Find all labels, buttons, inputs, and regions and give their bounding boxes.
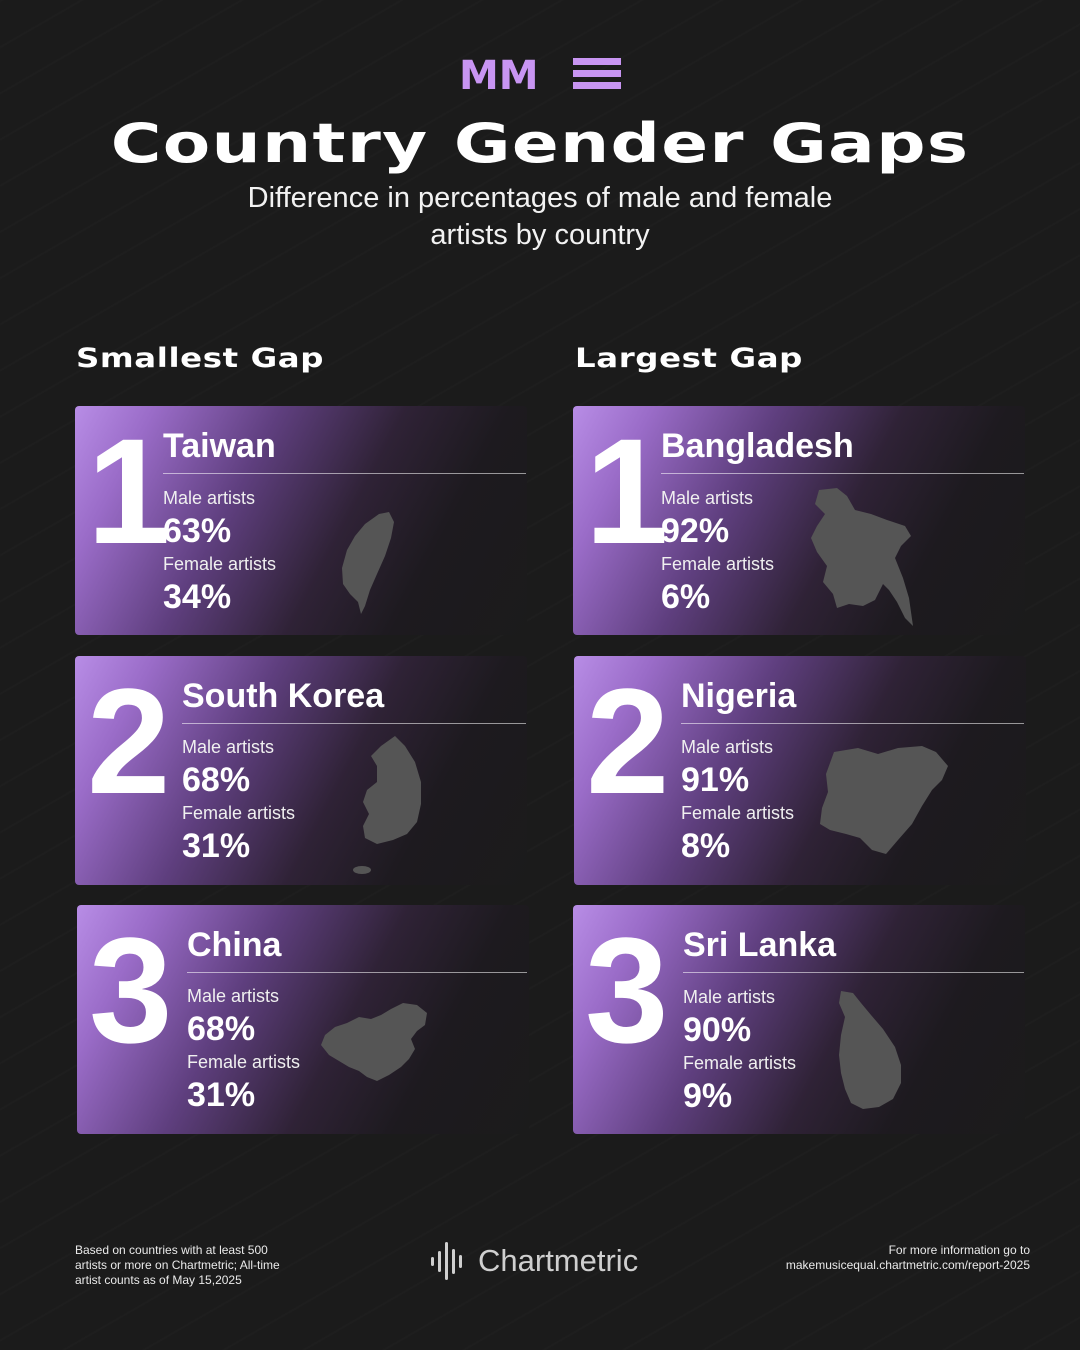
country-name: Nigeria <box>681 677 797 715</box>
male-label: Male artists <box>681 737 774 757</box>
bangladesh-map-icon <box>809 486 915 630</box>
male-value: 68% <box>182 761 251 799</box>
footnote: Based on countries with at least 500 art… <box>75 1243 325 1288</box>
china-map-icon <box>319 1001 431 1083</box>
female-value: 31% <box>182 827 251 865</box>
country-name: South Korea <box>182 677 385 715</box>
taiwan-map-icon <box>337 510 397 614</box>
male-value: 91% <box>681 761 750 799</box>
more-info-link[interactable]: makemusicequal.chartmetric.com/report-20… <box>785 1258 1030 1272</box>
footnote-line-3: artist counts as of May 15,2025 <box>75 1273 242 1287</box>
country-name: Sri Lanka <box>683 926 837 964</box>
female-label: Female artists <box>661 554 775 574</box>
male-value: 92% <box>661 512 730 550</box>
female-label: Female artists <box>163 554 277 574</box>
more-info-line-1: For more information go to <box>888 1243 1030 1257</box>
male-label: Male artists <box>683 987 776 1007</box>
waveform-icon <box>431 1242 462 1280</box>
male-label: Male artists <box>661 488 754 508</box>
south-korea-map-icon <box>347 734 427 876</box>
female-value: 8% <box>681 827 731 865</box>
country-name: Bangladesh <box>661 427 854 465</box>
subtitle-line-1: Difference in percentages of male and fe… <box>247 182 833 214</box>
smallest-gap-heading: Smallest Gap <box>76 343 325 374</box>
male-label: Male artists <box>163 488 256 508</box>
male-value: 63% <box>163 512 232 550</box>
rank-number: 1 <box>585 407 669 575</box>
nigeria-map-icon <box>818 744 950 856</box>
country-card-sri-lanka: 3 Sri Lanka Male artists 90% Female arti… <box>573 905 1025 1134</box>
chartmetric-logo: Chartmetric <box>430 1240 638 1282</box>
mme-logo: MM <box>459 53 621 99</box>
more-info: For more information go to makemusicequa… <box>700 1243 1030 1273</box>
logo-letters: MM <box>459 56 539 90</box>
country-name: Taiwan <box>163 427 276 465</box>
male-label: Male artists <box>182 737 275 757</box>
page-subtitle: Difference in percentages of male and fe… <box>190 180 890 254</box>
male-value: 68% <box>187 1010 256 1048</box>
largest-gap-heading: Largest Gap <box>575 343 803 374</box>
rank-number: 1 <box>87 407 171 575</box>
sri-lanka-map-icon <box>835 989 905 1111</box>
male-value: 90% <box>683 1011 752 1049</box>
footnote-line-1: Based on countries with at least 500 <box>75 1243 268 1257</box>
male-label: Male artists <box>187 986 280 1006</box>
female-label: Female artists <box>681 803 795 823</box>
page-title: Country Gender Gaps <box>110 112 970 175</box>
sponsor-name: Chartmetric <box>478 1243 639 1278</box>
rank-number: 3 <box>89 906 173 1074</box>
country-card-taiwan: 1 Taiwan Male artists 63% Female artists… <box>75 406 527 635</box>
country-card-china: 3 China Male artists 68% Female artists … <box>77 905 529 1134</box>
subtitle-line-2: artists by country <box>430 219 650 251</box>
female-label: Female artists <box>187 1052 301 1072</box>
country-card-south-korea: 2 South Korea Male artists 68% Female ar… <box>75 656 527 885</box>
female-label: Female artists <box>182 803 296 823</box>
female-label: Female artists <box>683 1053 797 1073</box>
female-value: 31% <box>187 1076 256 1114</box>
country-card-bangladesh: 1 Bangladesh Male artists 92% Female art… <box>573 406 1025 635</box>
female-value: 34% <box>163 578 232 616</box>
rank-number: 2 <box>87 657 171 825</box>
rank-number: 2 <box>586 657 670 825</box>
rank-number: 3 <box>585 906 669 1074</box>
footnote-line-2: artists or more on Chartmetric; All-time <box>75 1258 280 1272</box>
country-name: China <box>187 926 282 964</box>
female-value: 6% <box>661 578 711 616</box>
female-value: 9% <box>683 1077 733 1115</box>
country-card-nigeria: 2 Nigeria Male artists 91% Female artist… <box>574 656 1026 885</box>
